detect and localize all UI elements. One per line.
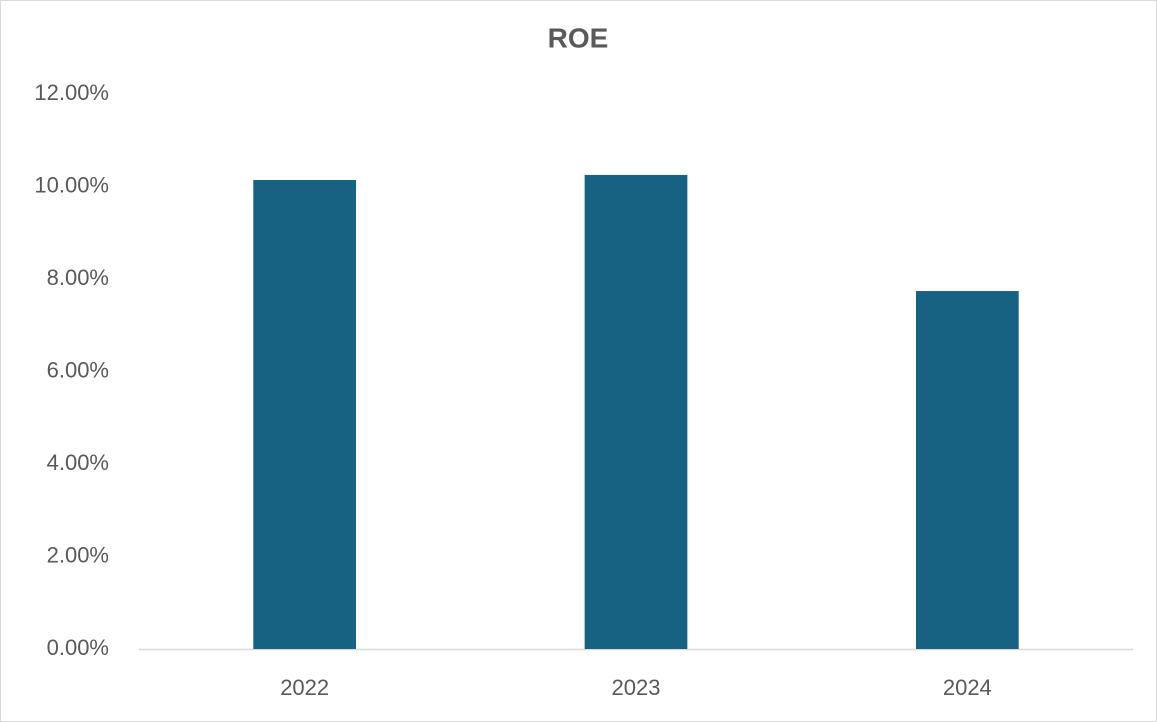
- y-tick-label: 12.00%: [34, 80, 109, 105]
- y-tick-label: 4.00%: [47, 450, 109, 475]
- chart-title: ROE: [548, 22, 609, 53]
- y-tick-label: 2.00%: [47, 542, 109, 567]
- y-tick-label: 0.00%: [47, 635, 109, 660]
- bar: [584, 174, 688, 649]
- y-tick-label: 6.00%: [47, 357, 109, 382]
- x-tick-label: 2024: [943, 675, 992, 700]
- x-tick-label: 2023: [612, 675, 661, 700]
- y-tick-label: 10.00%: [34, 172, 109, 197]
- y-tick-label: 8.00%: [47, 265, 109, 290]
- bar: [915, 291, 1019, 649]
- x-tick-label: 2022: [280, 675, 329, 700]
- bar: [253, 180, 357, 649]
